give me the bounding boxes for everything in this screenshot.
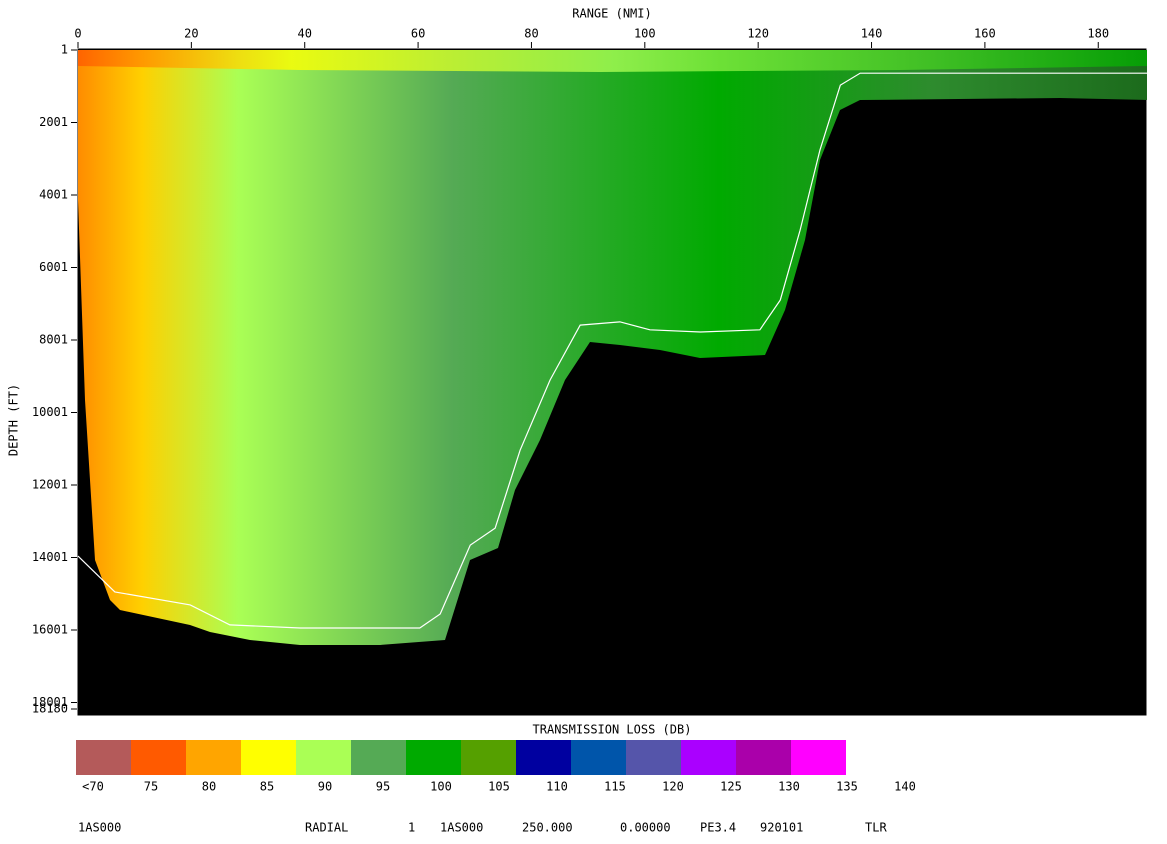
y-tick-label: 14001 (32, 550, 68, 564)
x-tick-label: 120 (747, 27, 769, 41)
footer-text: PE3.4 (700, 821, 736, 835)
x-tick-label: 160 (974, 27, 996, 41)
colorbar-label: <70 (82, 780, 104, 794)
footer-text: RADIAL (305, 821, 348, 835)
colorbar-swatch (681, 740, 736, 775)
x-tick-label: 180 (1087, 27, 1109, 41)
y-axis-title: DEPTH (FT) (7, 384, 21, 456)
footer-text: 1AS000 (440, 821, 483, 835)
y-tick-label: 8001 (39, 333, 68, 347)
colorbar-label: 75 (144, 780, 158, 794)
colorbar-swatch (571, 740, 626, 775)
x-tick-label: 140 (861, 27, 883, 41)
colorbar-swatch (516, 740, 571, 775)
colorbar-swatch (351, 740, 406, 775)
colorbar-label: 95 (376, 780, 390, 794)
y-tick-label: 18001 (32, 695, 68, 709)
footer-text: TLR (865, 821, 887, 835)
colorbar-label: 110 (546, 780, 568, 794)
y-tick-label: 6001 (39, 260, 68, 274)
colorbar-swatch (296, 740, 351, 775)
colorbar-title: TRANSMISSION LOSS (DB) (533, 723, 692, 737)
colorbar-label: 80 (202, 780, 216, 794)
colorbar-label: 140 (894, 780, 916, 794)
y-tick-label: 1 (61, 43, 68, 57)
colorbar-swatch (131, 740, 186, 775)
y-tick-label: 4001 (39, 188, 68, 202)
colorbar-swatch (406, 740, 461, 775)
colorbar-label: 90 (318, 780, 332, 794)
colorbar-label: 135 (836, 780, 858, 794)
y-tick-label: 16001 (32, 623, 68, 637)
colorbar-label: 85 (260, 780, 274, 794)
colorbar-label: 125 (720, 780, 742, 794)
bottom-line (77, 72, 1147, 629)
footer-text: 1 (408, 821, 415, 835)
x-tick-label: 80 (524, 27, 538, 41)
y-tick-label: 10001 (32, 405, 68, 419)
x-tick-label: 0 (74, 27, 81, 41)
surface-layer (78, 50, 1147, 72)
x-tick-label: 60 (411, 27, 425, 41)
colorbar-swatch (461, 740, 516, 775)
colorbar-label: 100 (430, 780, 452, 794)
colorbar-label: 105 (488, 780, 510, 794)
colorbar-swatch (186, 740, 241, 775)
x-tick-label: 100 (634, 27, 656, 41)
x-tick-label: 40 (297, 27, 311, 41)
colorbar-swatch (791, 740, 846, 775)
y-tick-label: 18180 (32, 702, 68, 716)
colorbar-label: 115 (604, 780, 626, 794)
x-axis-title: RANGE (NMI) (572, 7, 651, 21)
footer-text: 0.00000 (620, 821, 671, 835)
colorbar-swatch (241, 740, 296, 775)
footer-text: 250.000 (522, 821, 573, 835)
y-tick-label: 2001 (39, 115, 68, 129)
colorbar-label: 120 (662, 780, 684, 794)
colorbar-swatch (736, 740, 791, 775)
footer-text: 920101 (760, 821, 803, 835)
colorbar-swatch (626, 740, 681, 775)
colorbar-swatch (76, 740, 131, 775)
colorbar-swatch (846, 740, 901, 775)
x-tick-label: 20 (184, 27, 198, 41)
footer-text: 1AS000 (78, 821, 121, 835)
colorbar-label: 130 (778, 780, 800, 794)
sound-field (78, 50, 1147, 645)
y-tick-label: 12001 (32, 478, 68, 492)
